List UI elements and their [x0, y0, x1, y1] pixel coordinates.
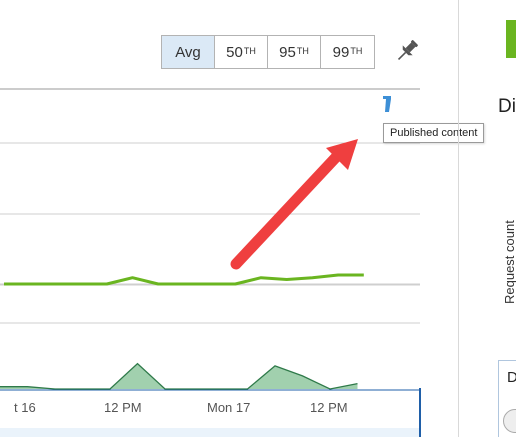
series-line [4, 273, 364, 286]
agg-p99-label: 99 [332, 43, 350, 61]
agg-p99-button[interactable]: 99 TH [321, 36, 374, 68]
agg-p95-button[interactable]: 95 TH [268, 36, 321, 68]
agg-avg-button[interactable]: Avg [162, 36, 215, 68]
brush-area [0, 363, 358, 389]
chart-panel: Avg 50 TH 95 TH 99 TH t 16 12 PM Mon 17 12 PM … [0, 35, 485, 437]
right-card-label: D [507, 369, 516, 386]
agg-p50-button[interactable]: 50 TH [215, 36, 268, 68]
agg-p50-label: 50 [226, 43, 243, 61]
agg-p50-suffix: TH [243, 46, 256, 56]
agg-p99-suffix: TH [350, 46, 363, 56]
pin-icon[interactable] [392, 36, 422, 66]
deployment-marker-icon [383, 96, 391, 99]
x-tick-label: Mon 17 [207, 400, 250, 415]
panel-divider [458, 0, 459, 437]
agg-p95-suffix: TH [296, 46, 309, 56]
time-brush-selection [0, 428, 420, 437]
x-tick-label: 12 PM [310, 400, 348, 415]
x-tick-label: 12 PM [104, 400, 142, 415]
aggregation-selector: Avg 50 TH 95 TH 99 TH [161, 35, 375, 69]
right-panel: Di Request count D [459, 0, 516, 437]
request-count-axis-label: Request count [502, 220, 516, 304]
deployment-marker-icon [385, 99, 391, 112]
status-bar [506, 20, 516, 58]
right-panel-title: Di [498, 96, 516, 117]
x-tick-label: t 16 [14, 400, 36, 415]
highlight-arrow-head [326, 139, 358, 170]
line-chart: t 16 12 PM Mon 17 12 PM [0, 88, 421, 437]
agg-avg-label: Avg [175, 43, 201, 61]
brush-line [0, 362, 358, 390]
highlight-arrow [230, 148, 345, 270]
annotation-tooltip: Published content [383, 123, 485, 143]
agg-p95-label: 95 [279, 43, 296, 61]
